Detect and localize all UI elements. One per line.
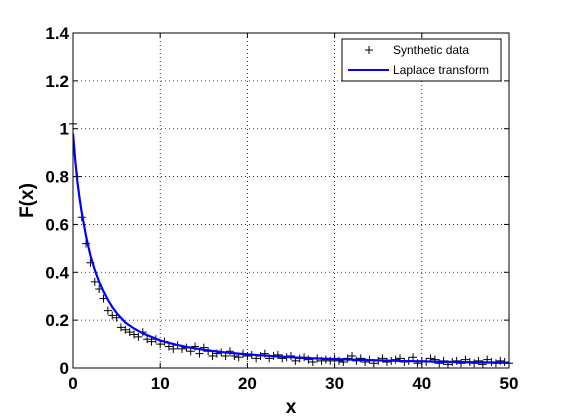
x-tick-label: 10 bbox=[151, 374, 170, 393]
data-point bbox=[435, 359, 444, 368]
data-point bbox=[169, 344, 178, 353]
data-point bbox=[108, 311, 117, 320]
data-point bbox=[195, 349, 204, 358]
series-layer bbox=[69, 119, 513, 369]
data-point bbox=[452, 356, 461, 365]
data-point bbox=[208, 352, 217, 361]
data-point bbox=[121, 325, 130, 334]
data-point bbox=[143, 335, 152, 344]
data-point bbox=[130, 330, 139, 339]
y-tick-label: 0 bbox=[60, 359, 69, 378]
data-point bbox=[334, 356, 343, 365]
data-point bbox=[474, 356, 483, 365]
legend-entry-laplace-transform: Laplace transform bbox=[393, 63, 489, 77]
x-tick-label: 50 bbox=[500, 374, 519, 393]
plot-area bbox=[73, 33, 509, 368]
data-point bbox=[382, 358, 391, 367]
y-tick-label: 0.6 bbox=[45, 215, 69, 234]
data-point bbox=[125, 328, 134, 337]
y-tick-label: 0.8 bbox=[45, 168, 69, 187]
data-point bbox=[308, 358, 317, 367]
x-tick-label: 20 bbox=[238, 374, 257, 393]
tick-labels: 0 10 20 30 40 50 0 0.2 0.4 0.6 0.8 1 1.2 1.4 bbox=[45, 24, 518, 393]
y-tick-label: 1 bbox=[60, 120, 69, 139]
data-point bbox=[112, 313, 121, 322]
x-tick-label: 40 bbox=[412, 374, 431, 393]
data-point bbox=[103, 306, 112, 315]
plot-frame bbox=[72, 32, 510, 369]
data-point bbox=[134, 332, 143, 341]
data-point bbox=[409, 353, 418, 362]
y-tick-label: 1.4 bbox=[45, 24, 69, 43]
series-laplace-transform-line bbox=[73, 133, 510, 364]
y-axis-label: F(x) bbox=[17, 183, 38, 218]
x-axis-label: x bbox=[286, 397, 297, 418]
legend-entry-synthetic-data: Synthetic data bbox=[393, 43, 469, 57]
data-point bbox=[391, 355, 400, 364]
data-point bbox=[356, 354, 365, 363]
grid bbox=[73, 33, 509, 368]
ticks bbox=[72, 32, 510, 369]
y-tick-label: 0.4 bbox=[45, 263, 69, 282]
y-tick-label: 1.2 bbox=[45, 72, 69, 91]
data-point bbox=[90, 277, 99, 286]
legend-marker-plus bbox=[365, 46, 373, 54]
legend: Synthetic data Laplace transform bbox=[341, 38, 502, 82]
x-tick-label: 30 bbox=[325, 374, 344, 393]
data-point bbox=[147, 337, 156, 346]
data-point bbox=[116, 323, 125, 332]
x-tick-label: 0 bbox=[68, 374, 77, 393]
data-point bbox=[304, 355, 313, 364]
y-tick-label: 0.2 bbox=[45, 311, 69, 330]
